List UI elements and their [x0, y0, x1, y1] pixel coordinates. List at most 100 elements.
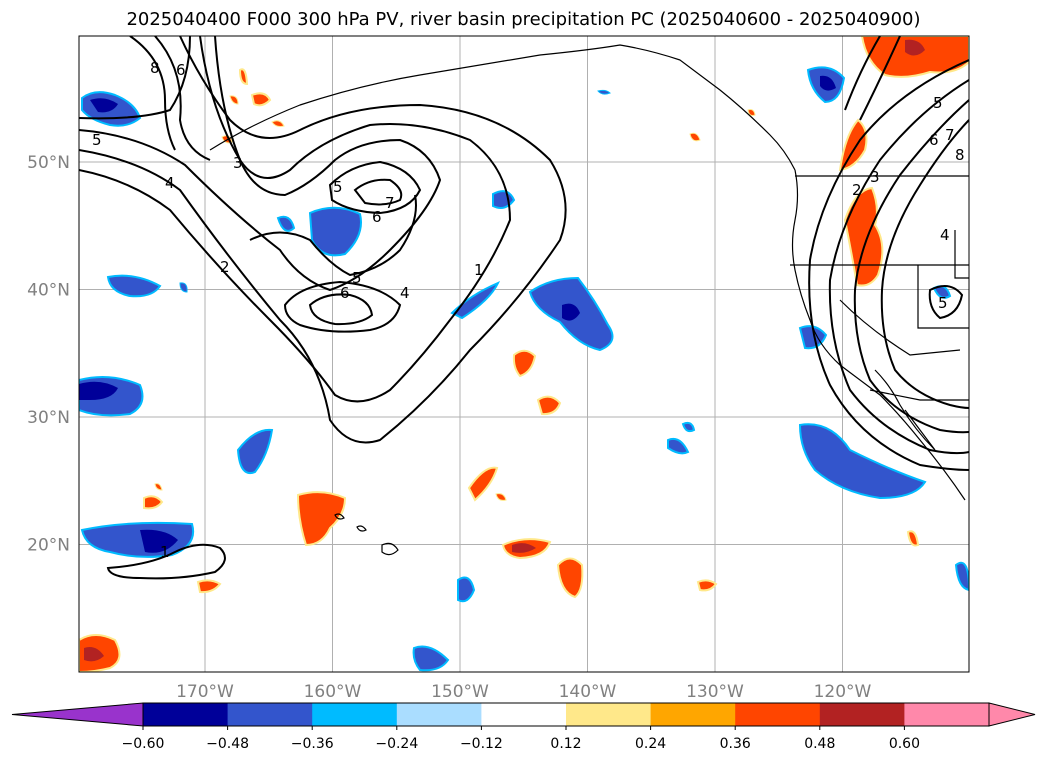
neg-blob-13 — [667, 437, 690, 455]
colorbar-tick-label: 0.24 — [635, 736, 666, 752]
neg-blob-6 — [308, 206, 362, 257]
colorbar-bin — [143, 703, 229, 726]
colorbar-bin — [227, 703, 313, 726]
neg-blob-15 — [798, 423, 927, 500]
contour-label: 7 — [945, 126, 955, 144]
contour-label: 5 — [352, 269, 362, 287]
pos-blob-23 — [495, 493, 507, 501]
colorbar-tick-label: 0.36 — [720, 736, 751, 752]
pv-contour-7 — [353, 178, 403, 206]
lon-tick-label: 140°W — [559, 682, 617, 702]
na-west-coast — [791, 169, 966, 501]
colorbar-tick-label: −0.36 — [291, 736, 334, 752]
contour-label: 6 — [176, 61, 186, 79]
map-frame — [78, 35, 970, 673]
lat-tick-label: 40°N — [27, 281, 70, 301]
contour-labels: 8 6 5 4 3 2 5 7 6 5 6 4 1 1 5 6 7 8 2 4 … — [92, 59, 965, 561]
contour-label: 2 — [852, 181, 862, 199]
neg-blob-11 — [457, 576, 476, 603]
contour-label: 6 — [340, 284, 350, 302]
contour-label: 1 — [474, 261, 484, 279]
pv-contour-15 — [853, 99, 969, 434]
pos-blob-21 — [747, 109, 756, 116]
map-title: 2025040400 F000 300 hPa PV, river basin … — [126, 9, 921, 30]
lon-tick-label: 150°W — [431, 682, 489, 702]
pos-blob-6 — [512, 349, 537, 378]
pos-blob-11 — [906, 530, 920, 547]
contour-label: 4 — [400, 284, 410, 302]
alaska-coast — [209, 44, 796, 171]
lon-tick-label: 130°W — [686, 682, 744, 702]
colorbar-bin — [904, 703, 990, 726]
colorbar-bin — [735, 703, 821, 726]
pos-blob-18 — [271, 120, 285, 127]
colorbar-tick-label: 0.12 — [550, 736, 581, 752]
pos-blob-17 — [229, 95, 239, 105]
neg-blob-3 — [106, 274, 162, 298]
colorbar-bin — [312, 703, 398, 726]
contour-label: 4 — [940, 226, 950, 244]
contour-label: 5 — [333, 178, 343, 196]
pos-blob-12 — [860, 36, 969, 78]
colorbar: −0.60 −0.48 −0.36 −0.24 −0.12 0.12 0.24 0.36 0.4… — [11, 702, 1036, 752]
pos-blob-3 — [467, 466, 499, 502]
neg-blob-17 — [798, 325, 828, 350]
neg-blob-12 — [412, 645, 450, 672]
lat-tick-label: 30°N — [27, 408, 70, 428]
contour-label: 3 — [233, 154, 243, 172]
neg-core-2 — [79, 381, 118, 400]
pos-blob-9 — [196, 579, 222, 594]
contour-label: 2 — [220, 258, 230, 276]
colorbar-bin — [481, 703, 567, 726]
pv-contour-13 — [808, 59, 969, 471]
pv-contour-2 — [79, 36, 512, 403]
neg-core-16 — [820, 75, 836, 91]
pos-blob-10 — [696, 579, 718, 592]
colorbar-tick-label: 0.60 — [889, 736, 920, 752]
baja-coast — [874, 369, 936, 451]
state-border-4 — [839, 299, 961, 356]
neg-blob-20 — [597, 89, 611, 95]
neg-blob-21 — [179, 282, 188, 293]
hawaii-1 — [381, 542, 399, 556]
pv-contour-6 — [328, 160, 422, 215]
pv-contour-8 — [249, 194, 417, 277]
lon-tick-label: 170°W — [176, 682, 234, 702]
lat-tick-label: 50°N — [27, 153, 70, 173]
latitude-labels: 50°N 40°N 30°N 20°N — [27, 153, 70, 556]
pv-contour-1 — [79, 36, 567, 444]
pv-contour-11 — [154, 36, 211, 161]
colorbar-tick-label: −0.48 — [206, 736, 249, 752]
neg-blob-19 — [954, 561, 969, 592]
contour-label: 8 — [955, 146, 965, 164]
pos-blob-14 — [843, 186, 884, 287]
pos-blob-15 — [250, 92, 272, 107]
contour-label: 1 — [160, 543, 170, 561]
hawaii-2 — [356, 525, 367, 532]
contour-label: 6 — [372, 208, 382, 226]
pv-contour-5 — [308, 293, 374, 326]
pos-blob-16 — [238, 68, 249, 86]
pv-contour-17 — [859, 36, 901, 121]
lon-tick-label: 120°W — [814, 682, 872, 702]
pv-contour-19 — [928, 285, 964, 320]
contour-label: 6 — [929, 131, 939, 149]
pos-blob-22 — [154, 483, 163, 491]
colorbar-tick-label: −0.24 — [375, 736, 418, 752]
pos-blob-8 — [143, 495, 164, 510]
pv-contour-14 — [828, 79, 969, 455]
contour-label: 5 — [933, 94, 943, 112]
neg-blob-7 — [276, 215, 296, 232]
longitude-labels: 170°W 160°W 150°W 140°W 130°W 120°W — [176, 682, 871, 702]
pos-core-4 — [512, 543, 536, 553]
contour-label: 5 — [938, 294, 948, 312]
colorbar-tick-label: −0.12 — [460, 736, 503, 752]
colorbar-extend-high — [988, 702, 1036, 727]
state-border-3 — [954, 230, 969, 279]
neg-blob-4 — [236, 428, 274, 474]
coastlines — [209, 44, 969, 556]
pv-contour-16 — [880, 119, 969, 409]
pv-contour-18 — [844, 36, 881, 111]
pv-contours — [79, 36, 969, 580]
